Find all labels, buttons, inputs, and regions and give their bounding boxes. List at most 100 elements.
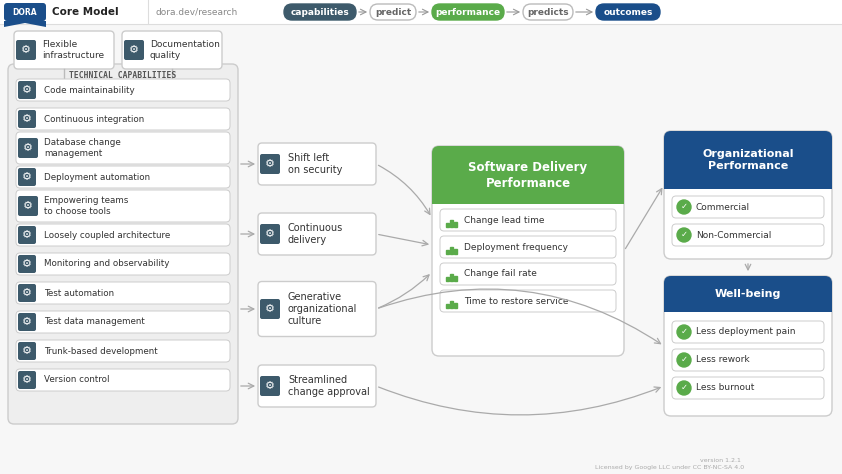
FancyBboxPatch shape: [18, 81, 36, 99]
Bar: [0, 0, 842, 24]
Bar: [446, 223, 449, 227]
FancyBboxPatch shape: [14, 31, 114, 69]
Text: ✓: ✓: [680, 355, 688, 364]
FancyBboxPatch shape: [672, 196, 824, 218]
FancyBboxPatch shape: [672, 349, 824, 371]
Text: ⚙: ⚙: [23, 201, 33, 211]
Text: ✓: ✓: [680, 230, 688, 239]
FancyBboxPatch shape: [16, 369, 230, 391]
FancyBboxPatch shape: [672, 224, 824, 246]
Text: Non-Commercial: Non-Commercial: [696, 230, 771, 239]
Text: Less burnout: Less burnout: [696, 383, 754, 392]
FancyBboxPatch shape: [672, 321, 824, 343]
FancyBboxPatch shape: [16, 108, 230, 130]
FancyBboxPatch shape: [18, 110, 36, 128]
FancyBboxPatch shape: [596, 4, 660, 20]
FancyBboxPatch shape: [8, 64, 238, 424]
Text: Change lead time: Change lead time: [464, 216, 545, 225]
FancyBboxPatch shape: [16, 311, 230, 333]
FancyBboxPatch shape: [16, 224, 230, 246]
Bar: [664, 302, 832, 312]
Bar: [454, 303, 457, 308]
FancyBboxPatch shape: [18, 284, 36, 302]
FancyBboxPatch shape: [260, 299, 280, 319]
Bar: [446, 250, 449, 254]
FancyBboxPatch shape: [258, 365, 376, 407]
FancyBboxPatch shape: [432, 146, 624, 204]
FancyBboxPatch shape: [18, 371, 36, 389]
FancyBboxPatch shape: [18, 196, 38, 216]
Text: Loosely coupled architecture: Loosely coupled architecture: [44, 230, 170, 239]
FancyBboxPatch shape: [260, 376, 280, 396]
Text: ⚙: ⚙: [22, 114, 32, 124]
FancyBboxPatch shape: [664, 131, 832, 259]
FancyBboxPatch shape: [16, 132, 230, 164]
FancyBboxPatch shape: [260, 154, 280, 174]
Bar: [454, 276, 457, 281]
Text: Time to restore service: Time to restore service: [464, 297, 568, 306]
FancyBboxPatch shape: [16, 79, 230, 101]
Circle shape: [677, 228, 691, 242]
Text: Deployment frequency: Deployment frequency: [464, 243, 568, 252]
Text: Software Delivery
Performance: Software Delivery Performance: [468, 161, 588, 190]
Text: ⚙: ⚙: [265, 229, 275, 239]
Bar: [446, 304, 449, 308]
Text: ⚙: ⚙: [22, 230, 32, 240]
FancyBboxPatch shape: [258, 282, 376, 337]
Text: ⚙: ⚙: [22, 375, 32, 385]
Text: Documentation
quality: Documentation quality: [150, 40, 220, 60]
Text: ⚙: ⚙: [22, 85, 32, 95]
Text: Monitoring and observability: Monitoring and observability: [44, 259, 169, 268]
Text: Empowering teams
to choose tools: Empowering teams to choose tools: [44, 196, 128, 216]
Text: Database change
management: Database change management: [44, 138, 120, 158]
Text: ⚙: ⚙: [22, 317, 32, 327]
FancyBboxPatch shape: [440, 236, 616, 258]
FancyBboxPatch shape: [432, 146, 624, 356]
Text: ⚙: ⚙: [21, 45, 31, 55]
Bar: [450, 220, 453, 227]
FancyBboxPatch shape: [664, 276, 832, 416]
Text: Change fail rate: Change fail rate: [464, 270, 537, 279]
FancyBboxPatch shape: [258, 213, 376, 255]
Text: Streamlined
change approval: Streamlined change approval: [288, 375, 370, 397]
Text: Organizational
Performance: Organizational Performance: [702, 149, 794, 171]
Text: Trunk-based development: Trunk-based development: [44, 346, 157, 356]
FancyBboxPatch shape: [440, 290, 616, 312]
Text: Less rework: Less rework: [696, 356, 749, 365]
Text: dora.dev/research: dora.dev/research: [155, 8, 237, 17]
Circle shape: [677, 353, 691, 367]
Text: ⚙: ⚙: [265, 159, 275, 169]
FancyBboxPatch shape: [4, 3, 46, 21]
Text: ✓: ✓: [680, 327, 688, 336]
Text: predict: predict: [375, 8, 411, 17]
Text: Continuous integration: Continuous integration: [44, 115, 144, 124]
FancyBboxPatch shape: [664, 131, 832, 189]
FancyBboxPatch shape: [18, 255, 36, 273]
FancyBboxPatch shape: [523, 4, 573, 20]
Text: Test data management: Test data management: [44, 318, 145, 327]
FancyBboxPatch shape: [18, 138, 38, 158]
Text: Generative
organizational
culture: Generative organizational culture: [288, 292, 357, 327]
FancyBboxPatch shape: [258, 143, 376, 185]
FancyBboxPatch shape: [18, 168, 36, 186]
Text: Code maintainability: Code maintainability: [44, 85, 135, 94]
Circle shape: [677, 200, 691, 214]
Circle shape: [677, 325, 691, 339]
Text: ✓: ✓: [680, 202, 688, 211]
Text: TECHNICAL CAPABILITIES: TECHNICAL CAPABILITIES: [69, 71, 177, 80]
FancyBboxPatch shape: [284, 4, 356, 20]
Text: Well-being: Well-being: [715, 289, 781, 299]
Text: ✓: ✓: [680, 383, 688, 392]
Text: Continuous
delivery: Continuous delivery: [288, 223, 344, 245]
FancyBboxPatch shape: [440, 209, 616, 231]
Text: ⚙: ⚙: [22, 346, 32, 356]
Text: Shift left
on security: Shift left on security: [288, 153, 343, 175]
Text: Less deployment pain: Less deployment pain: [696, 328, 796, 337]
FancyBboxPatch shape: [124, 40, 144, 60]
FancyBboxPatch shape: [370, 4, 416, 20]
FancyBboxPatch shape: [260, 224, 280, 244]
FancyBboxPatch shape: [18, 226, 36, 244]
FancyBboxPatch shape: [16, 253, 230, 275]
Bar: [454, 249, 457, 254]
FancyBboxPatch shape: [16, 166, 230, 188]
